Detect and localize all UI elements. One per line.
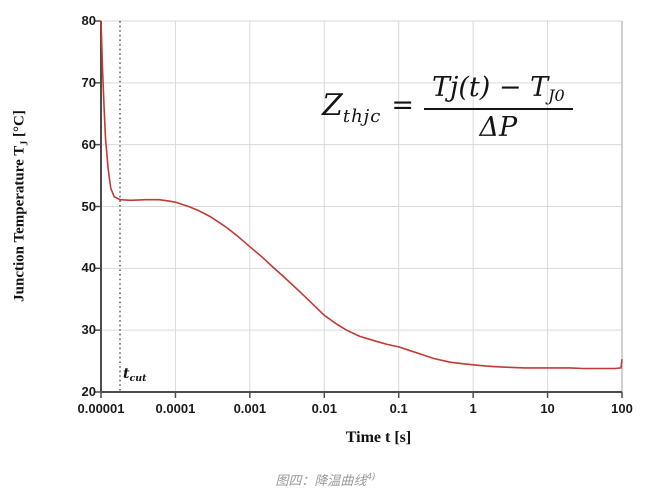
y-tick-label: 30 [81, 322, 96, 338]
x-tick-label: 10 [540, 401, 555, 416]
figure-caption: 图四：降温曲线4) [0, 470, 651, 489]
formula-equals-sign: = [391, 90, 414, 121]
formula-lhs-subscript: thjc [342, 106, 382, 127]
plot-area [91, 16, 632, 402]
thermal-impedance-formula: Zthjc = Tj(t) − TJ0 ΔP [322, 72, 573, 143]
x-tick-label: 0.0001 [155, 401, 196, 416]
y-tick-label: 70 [81, 74, 96, 90]
y-tick-label: 60 [81, 136, 96, 152]
y-tick-label: 80 [81, 13, 96, 28]
figure-caption-text: 图四：降温曲线 [275, 474, 367, 489]
x-tick-label: 1 [469, 401, 477, 416]
y-tick-label: 20 [81, 384, 96, 399]
formula-numerator-subscript: J0 [548, 86, 565, 105]
cooling-curve [100, 20, 623, 370]
formula-lhs-base: Z [322, 88, 343, 123]
x-tick-label: 100 [611, 401, 633, 416]
y-axis-title-subscript: J [19, 140, 31, 146]
figure-caption-superscript: 4) [366, 472, 376, 483]
formula-numerator-text: Tj(t) − T [431, 72, 549, 103]
formula-fraction: Tj(t) − TJ0 ΔP [423, 72, 573, 143]
x-tick-label: 0.00001 [77, 401, 125, 416]
x-tick-label: 0.01 [311, 401, 337, 416]
x-tick-label: 0.001 [233, 401, 267, 416]
tcut-base: t [123, 366, 130, 382]
formula-numerator: Tj(t) − TJ0 [423, 72, 573, 110]
y-tick-label: 40 [81, 260, 96, 276]
plot-svg [95, 20, 623, 398]
x-tick-label: 0.1 [389, 401, 408, 416]
tcut-annotation: tcut [123, 366, 147, 384]
tcut-subscript: cut [129, 373, 147, 384]
formula-lhs: Zthjc [322, 88, 381, 127]
y-axis-title-unit: [°C] [11, 110, 28, 141]
y-axis-title-text: Junction Temperature T [11, 145, 28, 302]
x-axis-title: Time t [s] [345, 429, 412, 446]
y-axis-title: Junction Temperature TJ [°C] [12, 110, 31, 302]
formula-denominator: ΔP [479, 112, 518, 143]
y-tick-label: 50 [81, 198, 96, 214]
